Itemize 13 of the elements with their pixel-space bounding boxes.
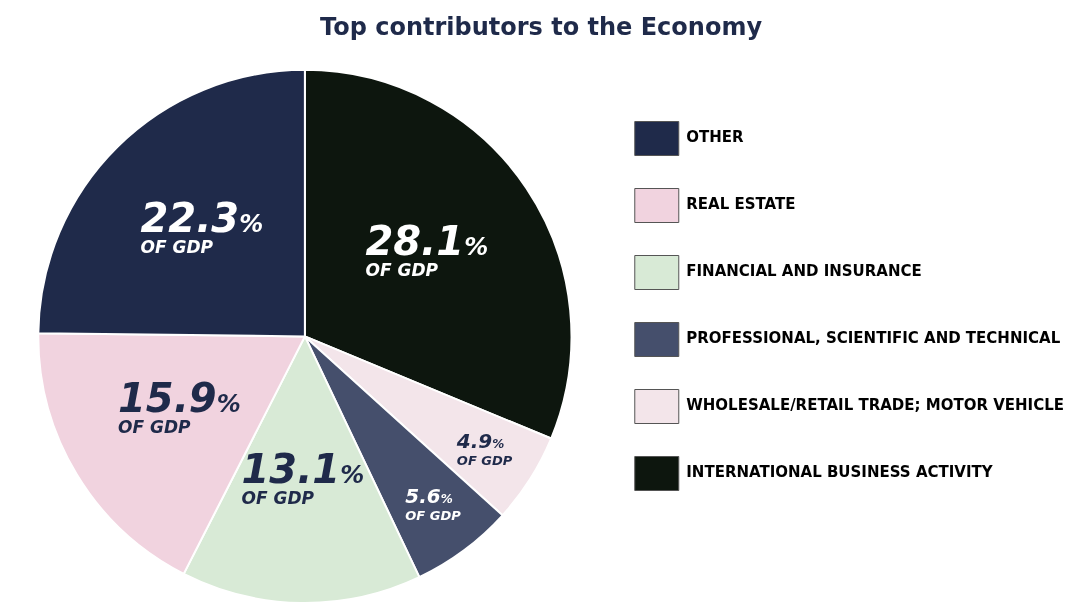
data-label: 22.3% OF GDP [140, 195, 264, 258]
legend-label: INTERNATIONAL BUSINESS ACTIVITY [686, 463, 994, 482]
legend-label: REAL ESTATE [686, 195, 796, 214]
data-label: 13.1% OF GDP [241, 446, 365, 509]
legend-label: OTHER [686, 128, 745, 147]
legend-label: FINANCIAL AND INSURANCE [686, 262, 922, 281]
data-label: 5.6% OF GDP [405, 484, 462, 524]
data-label: 15.9% OF GDP [118, 375, 241, 438]
data-label: 28.1% OF GDP [365, 217, 489, 280]
legend-label: WHOLESALE/RETAIL TRADE; MOTOR VEHICLE [686, 396, 1064, 415]
legend-label: PROFESSIONAL, SCIENTIFIC AND TECHNICAL [686, 329, 1061, 348]
chart-title: Top contributors to the Economy [319, 12, 763, 41]
data-label: 4.9% OF GDP [455, 428, 513, 468]
